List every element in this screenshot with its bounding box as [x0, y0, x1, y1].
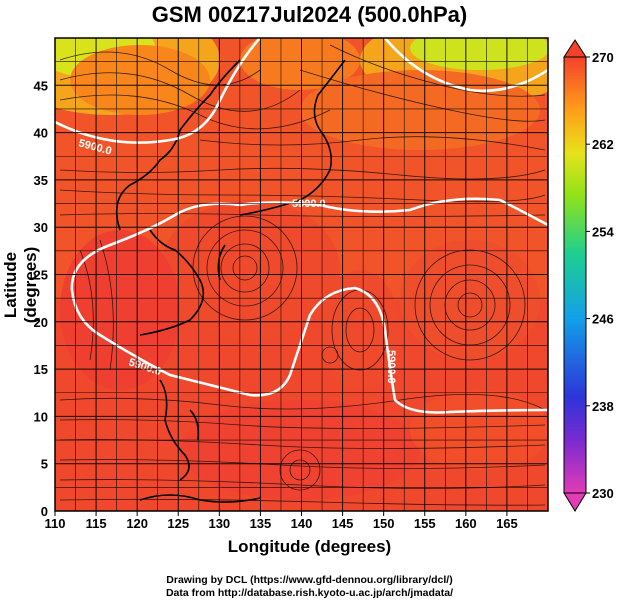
- x-tick-label: 135: [250, 516, 272, 531]
- contour-label: 5900.0: [292, 198, 326, 210]
- lat-lon-grid: [54, 37, 549, 512]
- x-tick-label: 155: [414, 516, 436, 531]
- x-tick-label: 120: [126, 516, 148, 531]
- credit-line-2: Data from http://database.rish.kyoto-u.a…: [165, 587, 454, 599]
- x-axis-label: Longitude (degrees): [227, 537, 392, 556]
- y-tick-label: 45: [34, 78, 48, 93]
- x-tick-label: 115: [86, 516, 107, 531]
- colorbar-tick-label: 254: [592, 224, 614, 239]
- y-tick-label: 25: [34, 268, 48, 283]
- colorbar: 230 238 246 254 262 270: [563, 39, 614, 512]
- x-tick-label: 150: [373, 516, 395, 531]
- streamlines: [59, 44, 546, 506]
- x-tick-label: 145: [332, 516, 354, 531]
- colorbar-top-arrow: [563, 39, 587, 58]
- x-tick-label: 165: [496, 516, 518, 531]
- colorbar-bottom-arrow: [563, 492, 587, 512]
- y-tick-label: 30: [34, 220, 48, 235]
- colorbar-tick-label: 262: [592, 137, 614, 152]
- y-axis-label: Latitude (degrees): [1, 246, 40, 324]
- colorbar-scale: [563, 56, 587, 494]
- y-tick-label: 35: [34, 173, 48, 188]
- colorbar-tick-label: 238: [592, 399, 614, 414]
- contour-5900: [55, 38, 548, 414]
- map-title: GSM 00Z17Jul2024 (500.0hPa): [151, 2, 468, 27]
- x-tick-label: 130: [208, 516, 230, 531]
- credit-line-1: Drawing by DCL (https://www.gfd-dennou.o…: [166, 574, 453, 586]
- y-tick-label: 20: [34, 315, 48, 330]
- colorbar-tick-label: 270: [592, 50, 614, 65]
- x-tick-label: 110: [45, 516, 66, 531]
- y-tick-label: 10: [34, 409, 48, 424]
- x-tick-label: 125: [167, 516, 189, 531]
- x-tick-labels: 110 115 120 125 130 135 140 145 150 155 160 165: [45, 511, 518, 531]
- y-tick-labels: 0 5 10 15 20 25 30 35 40 45: [34, 78, 48, 519]
- y-tick-label: 40: [34, 126, 48, 141]
- y-tick-label: 5: [41, 457, 48, 472]
- y-tick-label: 15: [34, 362, 48, 377]
- colorbar-tick-label: 230: [592, 486, 614, 501]
- x-tick-label: 160: [455, 516, 477, 531]
- contour-label: 5900.0: [385, 350, 397, 384]
- y-tick-label: 0: [41, 504, 48, 519]
- credits: Drawing by DCL (https://www.gfd-dennou.o…: [0, 574, 619, 600]
- x-tick-label: 140: [291, 516, 313, 531]
- colorbar-tick-label: 246: [592, 312, 614, 327]
